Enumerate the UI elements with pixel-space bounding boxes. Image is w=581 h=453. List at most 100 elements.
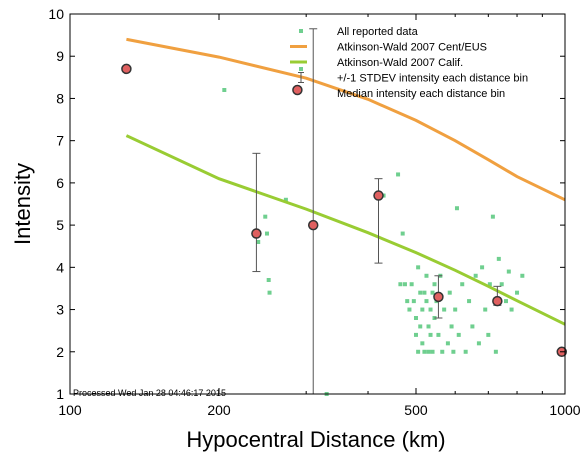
calif-curve [125,134,566,326]
reported-data-point [398,282,403,287]
reported-data-point [426,324,431,329]
plot-frame [69,13,566,395]
reported-data-point [422,349,427,354]
reported-data-point [493,349,498,354]
reported-data-point [432,282,437,287]
legend-dot-marker [299,29,303,33]
reported-data-point [487,282,492,287]
reported-data-point [430,290,435,295]
plot-area [121,28,568,396]
reported-data-point [413,316,418,320]
reported-data-point [515,290,520,295]
reported-data-point [422,290,427,295]
x-tick-label: 200 [207,402,231,418]
reported-data-point [506,269,511,274]
reported-data-point [420,307,425,312]
legend-entry-label: Atkinson-Wald 2007 Cent/EUS [337,42,487,54]
reported-data-point [499,282,504,287]
median-point [492,295,503,307]
reported-data-point [449,324,454,329]
y-tick-label: 5 [56,217,64,233]
legend-entry-label: All reported data [337,26,419,38]
reported-data-point [490,214,495,219]
reported-data-point [496,256,501,261]
median-point [251,228,262,239]
reported-data-point [402,282,407,287]
reported-data-point [436,332,441,337]
reported-data-point [424,273,429,278]
reported-data-point [428,307,433,312]
reported-data-point [456,332,461,337]
reported-data-point [222,88,227,92]
reported-data-point [445,341,450,346]
reported-data-point [418,324,423,329]
reported-data-point [416,349,421,354]
x-tick-label: 1000 [549,402,580,418]
y-tick-label: 8 [56,90,64,106]
reported-data-point [267,290,272,295]
reported-data-point [409,282,414,287]
processed-timestamp: Processed Wed Jan 28 04:46:17 2015 [73,388,226,398]
axes: 1 2 3 4 5 6 7 8 9 10 100 200 500 1000 [48,6,580,418]
reported-data-point [451,349,456,354]
reported-data-point [509,307,514,312]
reported-data-point [400,231,405,236]
legend: All reported data Atkinson-Wald 2007 Cent… [290,26,528,100]
reported-data-point [520,273,525,278]
y-tick-label: 2 [56,344,64,360]
y-tick-label: 1 [56,386,64,402]
reported-data-point [424,299,429,304]
reported-data-point [413,332,418,337]
reported-data-point [426,349,431,354]
x-tick-label: 100 [58,402,82,418]
reported-data-point [440,349,445,354]
reported-data-point [263,214,268,219]
reported-data-point [407,307,412,312]
reported-data-point [411,299,416,304]
reported-data-point [463,349,468,354]
x-tick-label: 500 [404,402,428,418]
reported-data-point [473,273,478,278]
reported-data-point [447,290,452,295]
y-axis-title: Intensity [10,163,35,245]
reported-data-point [283,197,288,202]
reported-data-point [483,307,488,312]
legend-entry-label: Median intensity each distance bin [337,88,505,100]
x-axis-title: Hypocentral Distance (km) [186,427,445,452]
legend-green-dot-marker [299,67,303,71]
median-point [121,63,132,75]
reported-data-point [480,265,485,270]
reported-data-point [256,240,261,244]
reported-data-point [454,206,459,211]
legend-entry-label: Atkinson-Wald 2007 Calif. [337,57,463,69]
reported-data-point [460,282,465,287]
reported-data-point [396,172,401,177]
median-point [373,190,384,201]
reported-data-point [486,332,491,337]
reported-data-point [442,307,447,312]
y-tick-label: 4 [56,259,64,275]
reported-data-point [416,265,421,270]
legend-entry-label: +/-1 STDEV intensity each distance bin [337,73,528,85]
y-tick-label: 9 [56,48,64,64]
y-tick-label: 7 [56,133,64,149]
reported-data-point [476,341,481,346]
reported-data-point [430,349,435,354]
reported-data-point [470,324,475,329]
median-point [433,291,444,303]
reported-data-point [453,307,458,312]
reported-data-point [504,299,509,304]
reported-data-point [467,299,472,304]
reported-data-point [264,231,269,236]
median-point [292,84,303,96]
reported-data-point [428,332,433,337]
reported-data-point [266,278,271,282]
reported-data-point [420,341,425,346]
cent-eus-curve [126,37,566,202]
y-tick-label: 10 [48,6,64,22]
median-point [307,219,319,231]
y-tick-label: 3 [56,302,64,318]
reported-data-point [418,290,423,295]
